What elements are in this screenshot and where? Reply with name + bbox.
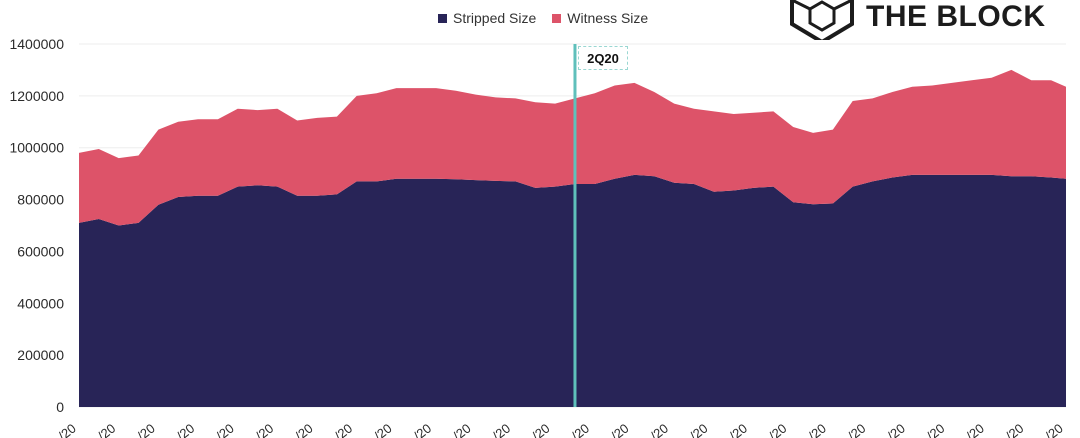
area-series-stripped-size [79, 174, 1066, 407]
x-tick-label-18: /20 [766, 421, 789, 438]
y-tick-label-7: 1400000 [9, 36, 64, 52]
y-tick-label-5: 1000000 [9, 140, 64, 156]
quarter-marker-label: 2Q20 [578, 46, 628, 70]
x-tick-label-5: /20 [253, 421, 276, 438]
x-tick-label-0: /20 [55, 421, 78, 438]
x-tick-label-22: /20 [924, 421, 947, 438]
legend-swatch-witness [552, 13, 562, 23]
y-tick-label-2: 400000 [17, 295, 64, 311]
x-tick-label-12: /20 [529, 421, 552, 438]
x-tick-label-1: /20 [95, 421, 118, 438]
area-series-witness-size [79, 69, 1066, 226]
legend-item-witness: Witness Size [552, 10, 648, 26]
x-tick-label-25: /20 [1042, 421, 1065, 438]
cube-logo-icon [790, 0, 854, 40]
x-tick-label-7: /20 [332, 421, 355, 438]
x-tick-label-19: /20 [805, 421, 828, 438]
legend-label-stripped: Stripped Size [453, 10, 537, 26]
legend-label-witness: Witness Size [567, 10, 649, 26]
chart-areas [79, 69, 1066, 407]
x-tick-label-10: /20 [450, 421, 473, 438]
x-tick-label-3: /20 [174, 421, 197, 438]
x-tick-label-24: /20 [1003, 421, 1026, 438]
x-tick-label-14: /20 [608, 421, 631, 438]
y-tick-label-0: 0 [56, 399, 64, 415]
y-tick-label-3: 600000 [17, 243, 64, 259]
brand-name: THE BLOCK [866, 0, 1046, 33]
x-tick-label-11: /20 [490, 421, 513, 438]
x-tick-label-9: /20 [411, 421, 434, 438]
x-tick-label-21: /20 [884, 421, 907, 438]
x-tick-label-20: /20 [845, 421, 868, 438]
legend-swatch-stripped [438, 13, 447, 23]
y-axis-ticks: 0 200000 400000 600000 800000 1000000 1200000 1… [9, 36, 64, 415]
x-axis-ticks: /20/20/20/20/20/20/20/20/20/20/20/20/20 /… [55, 421, 1065, 438]
x-tick-label-23: /20 [963, 421, 986, 438]
x-tick-label-4: /20 [213, 421, 236, 438]
y-tick-label-4: 800000 [17, 192, 64, 208]
x-tick-label-17: /20 [727, 421, 750, 438]
x-tick-label-16: /20 [687, 421, 710, 438]
legend-item-stripped: Stripped Size [438, 10, 536, 26]
y-tick-label-1: 200000 [17, 347, 64, 363]
x-tick-label-13: /20 [569, 421, 592, 438]
y-tick-label-6: 1200000 [9, 88, 64, 104]
x-tick-label-8: /20 [371, 421, 394, 438]
brand-logo: THE BLOCK [790, 0, 1046, 40]
x-tick-label-15: /20 [648, 421, 671, 438]
x-tick-label-6: /20 [292, 421, 315, 438]
chart-legend: Stripped Size Witness Size [438, 10, 648, 26]
x-tick-label-2: /20 [134, 421, 157, 438]
